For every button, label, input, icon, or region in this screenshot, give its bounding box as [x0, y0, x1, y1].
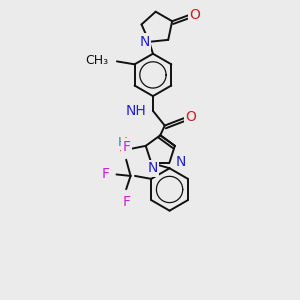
Text: O: O [185, 110, 196, 124]
Text: N: N [140, 35, 150, 49]
Text: F: F [102, 167, 110, 182]
Text: F: F [122, 140, 130, 154]
Text: O: O [119, 142, 130, 156]
Text: N: N [148, 161, 158, 175]
Text: O: O [189, 8, 200, 22]
Text: N: N [175, 154, 186, 169]
Text: CH₃: CH₃ [85, 54, 109, 67]
Text: F: F [122, 195, 130, 209]
Text: H: H [118, 136, 128, 149]
Text: NH: NH [126, 104, 146, 118]
